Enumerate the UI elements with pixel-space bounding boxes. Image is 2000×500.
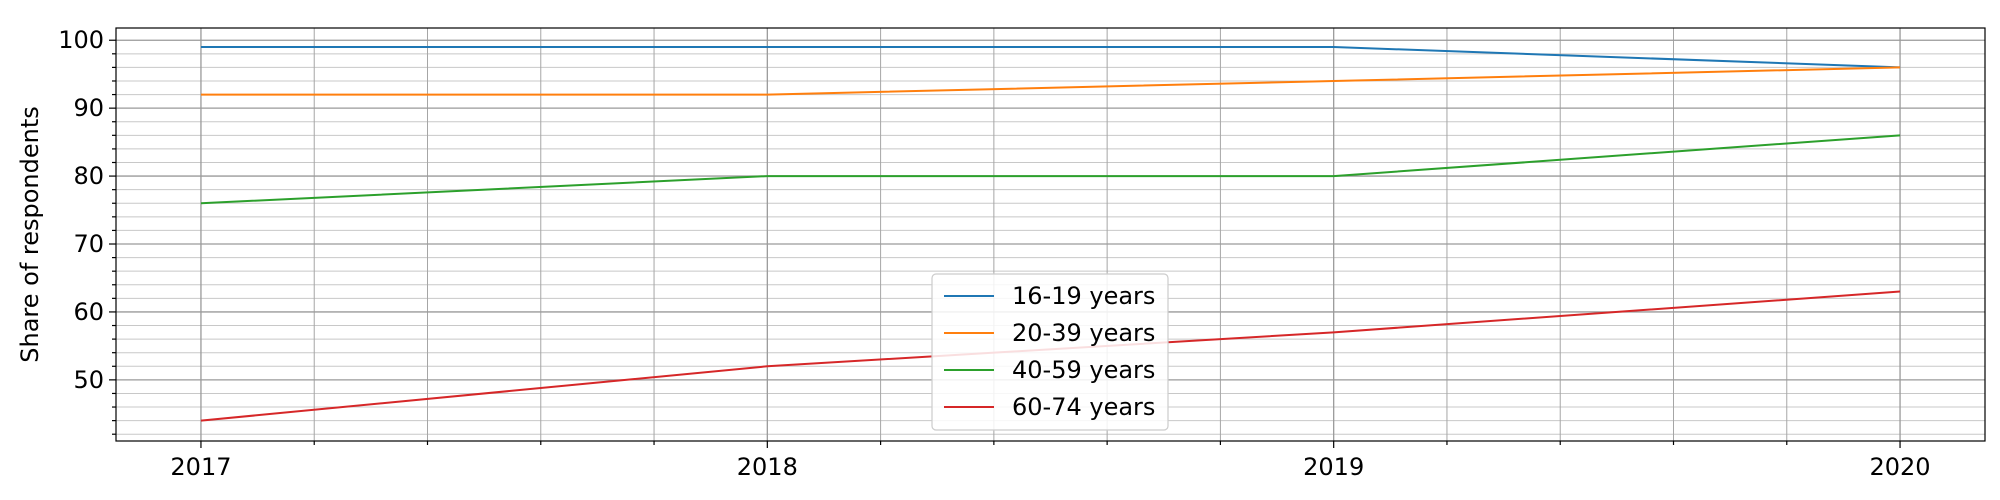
y-tick-label: 80 (73, 162, 104, 190)
y-tick-label: 70 (73, 230, 104, 258)
legend-label: 20-39 years (1012, 319, 1155, 347)
y-tick-label: 60 (73, 298, 104, 326)
legend: 16-19 years 20-39 years 40-59 years 60-74 y… (931, 273, 1169, 431)
y-tick-label: 90 (73, 94, 104, 122)
legend-label: 60-74 years (1012, 393, 1155, 421)
series-line-2 (200, 66, 1901, 96)
legend-label: 16-19 years (1012, 282, 1155, 310)
series-line-1 (200, 46, 1901, 69)
plot-frame (115, 27, 1986, 442)
y-tick-label: 100 (58, 26, 104, 54)
x-tick-label: 2018 (737, 453, 798, 481)
legend-label: 40-59 years (1012, 356, 1155, 384)
x-tick-label: 2019 (1303, 453, 1364, 481)
legend-box (931, 273, 1169, 431)
y-axis-ticks: 50 60 70 80 90 100 (58, 26, 116, 435)
y-axis-title: Share of respondents (16, 106, 44, 363)
x-tick-label: 2020 (1870, 453, 1931, 481)
y-tick-label: 50 (73, 366, 104, 394)
series-line-3 (200, 134, 1901, 205)
x-axis-ticks: 2017 2018 2019 2020 (170, 441, 1931, 481)
x-tick-label: 2017 (170, 453, 231, 481)
minor-gridlines (116, 28, 1985, 441)
